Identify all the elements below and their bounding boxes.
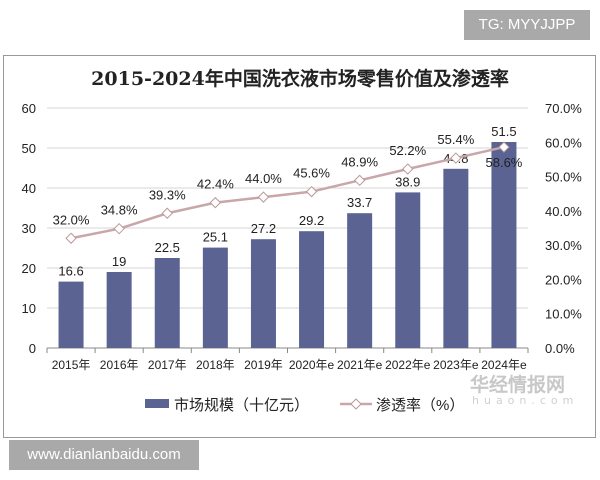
- y-right-tick: 60.0%: [545, 135, 582, 150]
- line-point: [161, 207, 173, 219]
- brand-url: huaon.com: [472, 394, 579, 407]
- watermark-top: TG: MYYJJPP: [464, 10, 590, 40]
- brand-logo: 华经情报网: [470, 374, 566, 396]
- y-left-tick: 30: [22, 221, 36, 236]
- line-label: 42.4%: [197, 177, 234, 192]
- chart-title: 2015-2024年中国洗衣液市场零售价值及渗透率: [91, 68, 509, 90]
- x-tick-label: 2017年: [148, 358, 187, 372]
- bar: [106, 272, 132, 348]
- bar-label: 22.5: [155, 240, 180, 255]
- line-label: 45.6%: [293, 166, 330, 181]
- bar-label: 19: [112, 254, 126, 269]
- legend-line-marker: [350, 398, 362, 410]
- line-point: [402, 163, 414, 175]
- x-tick-label: 2019年: [244, 358, 283, 372]
- bar: [347, 213, 373, 348]
- x-tick-label: 2023年e: [433, 358, 479, 372]
- x-tick-label: 2021年e: [337, 358, 383, 372]
- bar: [154, 258, 180, 348]
- line-label: 52.2%: [389, 143, 426, 158]
- line-point: [353, 174, 366, 187]
- line-label: 58.6%: [486, 155, 523, 170]
- bar: [202, 247, 228, 348]
- bar-label: 51.5: [491, 124, 516, 139]
- x-tick-label: 2020年e: [289, 358, 335, 372]
- y-right-tick: 0.0%: [545, 341, 575, 356]
- chart-frame: [3, 55, 596, 438]
- bar-label: 29.2: [299, 213, 324, 228]
- x-tick-label: 2015年: [52, 358, 91, 372]
- line-point: [305, 185, 318, 198]
- y-right-tick: 40.0%: [545, 204, 582, 219]
- x-tick-label: 2018年: [196, 358, 235, 372]
- bar: [58, 281, 84, 348]
- line-point: [257, 191, 270, 203]
- bar: [443, 168, 469, 348]
- line-label: 48.9%: [341, 154, 378, 169]
- bar: [299, 231, 325, 348]
- line-point: [498, 141, 510, 153]
- legend-bar-swatch: [145, 399, 169, 408]
- line-label: 32.0%: [53, 212, 90, 227]
- y-left-tick: 10: [22, 301, 36, 316]
- bar-label: 38.9: [395, 174, 420, 189]
- line-label: 34.8%: [101, 203, 138, 218]
- line-label: 39.3%: [149, 187, 186, 202]
- line-point: [450, 152, 462, 164]
- y-right-tick: 30.0%: [545, 238, 582, 253]
- bar-label: 25.1: [203, 230, 228, 245]
- y-left-tick: 50: [22, 141, 36, 156]
- bar-label: 33.7: [347, 195, 372, 210]
- line-point: [113, 222, 125, 235]
- line-point: [209, 196, 222, 209]
- bar-label: 16.6: [58, 264, 83, 279]
- line-label: 55.4%: [437, 132, 474, 147]
- x-tick-label: 2022年e: [385, 358, 431, 372]
- y-left-tick: 40: [22, 181, 36, 196]
- y-right-tick: 10.0%: [545, 307, 582, 322]
- bar: [395, 192, 421, 348]
- y-left-tick: 0: [29, 341, 36, 356]
- x-tick-label: 2024年e: [481, 358, 527, 372]
- y-right-tick: 70.0%: [545, 101, 582, 116]
- bar: [250, 239, 276, 348]
- x-tick-label: 2016年: [100, 358, 139, 372]
- bar: [491, 142, 517, 348]
- y-right-tick: 20.0%: [545, 272, 582, 287]
- legend-line-label: 渗透率（%）: [376, 397, 464, 414]
- watermark-bottom: www.dianlanbaidu.com: [9, 440, 199, 470]
- line-point: [65, 232, 77, 244]
- bar-label: 27.2: [251, 221, 276, 236]
- y-right-tick: 50.0%: [545, 170, 582, 185]
- legend-bar-label: 市场规模（十亿元）: [174, 397, 309, 414]
- y-left-tick: 60: [22, 101, 36, 116]
- penetration-line: [70, 145, 505, 240]
- y-left-tick: 20: [22, 261, 36, 276]
- line-label: 44.0%: [245, 171, 282, 186]
